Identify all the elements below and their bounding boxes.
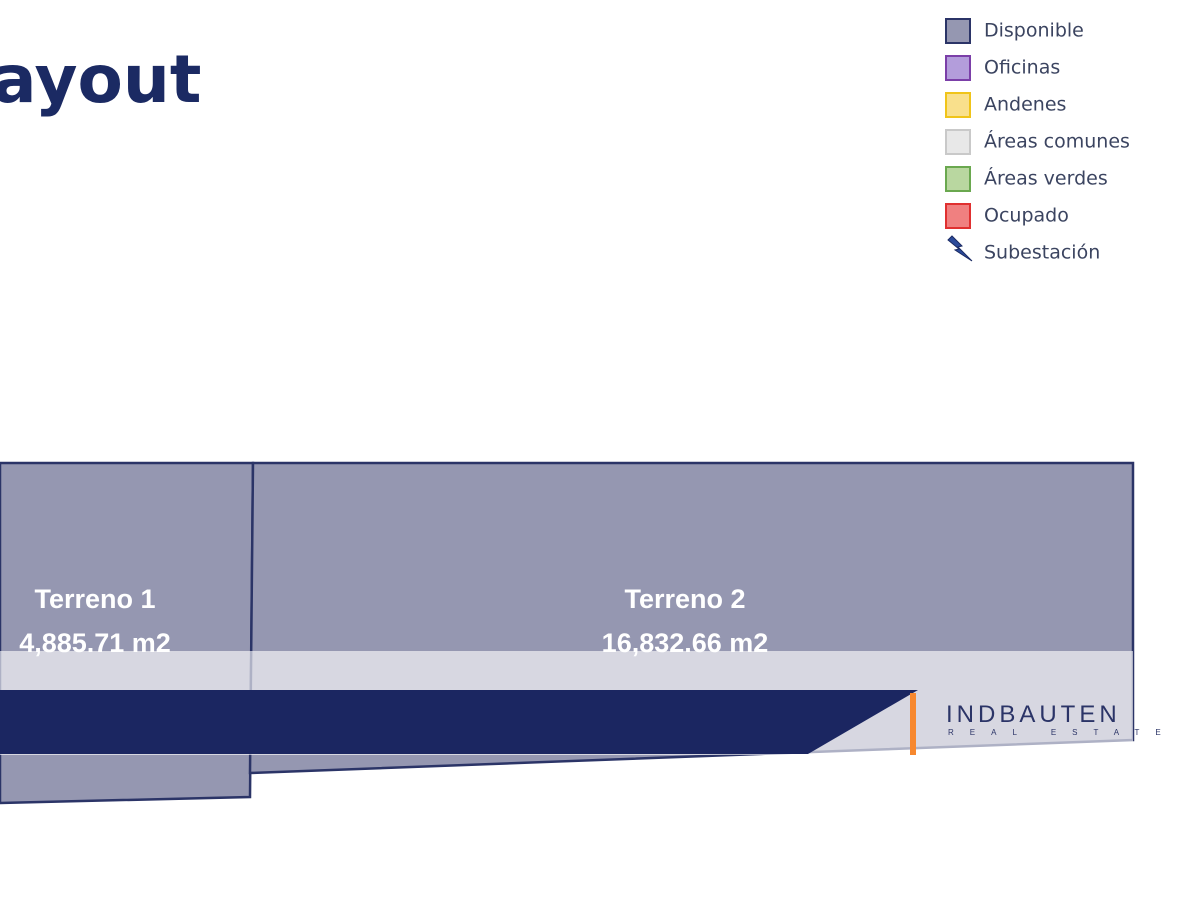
swatch	[945, 166, 971, 192]
legend-label: Oficinas	[984, 57, 1060, 79]
swatch	[945, 129, 971, 155]
legend-label: Ocupado	[984, 205, 1069, 227]
legend-label: Subestación	[984, 242, 1100, 264]
swatch	[945, 18, 971, 44]
legend: Disponible Oficinas Andenes Áreas comune…	[945, 18, 1130, 264]
navy-bar	[0, 690, 918, 754]
footer-band: INDBAUTEN REAL ESTATE	[0, 651, 1177, 755]
lightning-icon	[947, 235, 973, 262]
swatch	[945, 203, 971, 229]
lot-name: Terreno 2	[624, 584, 745, 614]
lot-name: Terreno 1	[34, 584, 155, 614]
legend-label: Andenes	[984, 94, 1066, 116]
title: ayout	[0, 41, 201, 118]
swatch	[945, 92, 971, 118]
swatch	[945, 55, 971, 81]
logo: INDBAUTEN	[946, 701, 1121, 728]
legend-label: Áreas verdes	[984, 167, 1108, 190]
legend-label: Áreas comunes	[984, 130, 1130, 153]
logo-tagline: REAL ESTATE	[948, 728, 1177, 737]
orange-divider	[910, 693, 916, 755]
legend-label: Disponible	[984, 20, 1084, 42]
